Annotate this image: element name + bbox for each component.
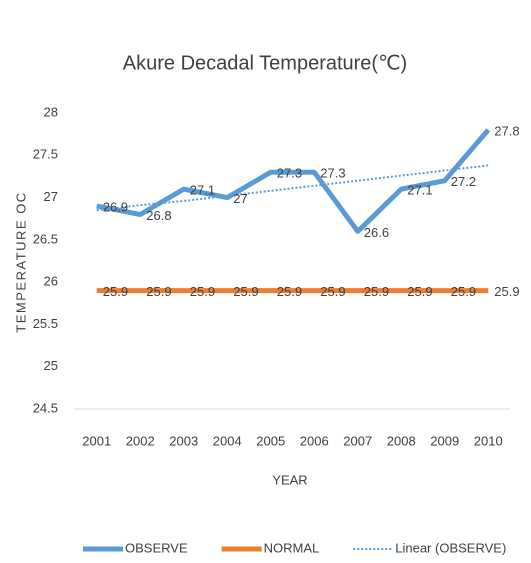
data-label: 27.2 [451,174,476,189]
x-tick-label: 2008 [387,433,416,448]
data-label: 26.9 [103,199,128,214]
data-label: 27.3 [277,166,302,181]
legend-label: Linear (OBSERVE) [395,540,506,555]
y-tick-label: 24.5 [33,400,58,415]
x-tick-label: 2002 [126,433,155,448]
x-tick-label: 2003 [169,433,198,448]
data-label: 27.1 [407,183,432,198]
y-axis-label: TEMPERATURE OC [13,191,28,332]
data-label: 27.1 [190,183,215,198]
y-tick-label: 28 [44,104,58,119]
y-tick-label: 26.5 [33,231,58,246]
chart-title: Akure Decadal Temperature(℃) [123,52,407,74]
data-label: 25.9 [277,284,302,299]
x-tick-label: 2005 [256,433,285,448]
y-tick-label: 27 [44,189,58,204]
data-label: 25.9 [103,284,128,299]
x-tick-label: 2004 [213,433,242,448]
data-label: 25.9 [190,284,215,299]
y-tick-label: 26 [44,274,58,289]
y-tick-label: 25 [44,358,58,373]
legend-label: NORMAL [264,540,320,555]
data-label: 26.6 [364,225,389,240]
data-label: 25.9 [407,284,432,299]
data-label: 25.9 [320,284,345,299]
data-label: 27.3 [320,166,345,181]
data-label: 25.9 [494,284,519,299]
x-tick-label: 2009 [430,433,459,448]
data-label: 25.9 [364,284,389,299]
y-tick-label: 27.5 [33,147,58,162]
data-label: 25.9 [233,284,258,299]
y-tick-label: 25.5 [33,316,58,331]
x-tick-label: 2010 [474,433,503,448]
data-label: 27 [233,191,247,206]
data-label: 26.8 [146,208,171,223]
x-tick-label: 2007 [343,433,372,448]
series-line [96,128,491,234]
x-tick-label: 2006 [300,433,329,448]
x-tick-label: 2001 [82,433,111,448]
x-axis-label: YEAR [272,472,307,487]
data-label: 25.9 [146,284,171,299]
data-label: 27.8 [494,123,519,138]
data-label: 25.9 [451,284,476,299]
series-line [96,164,489,212]
legend-label: OBSERVE [125,540,188,555]
